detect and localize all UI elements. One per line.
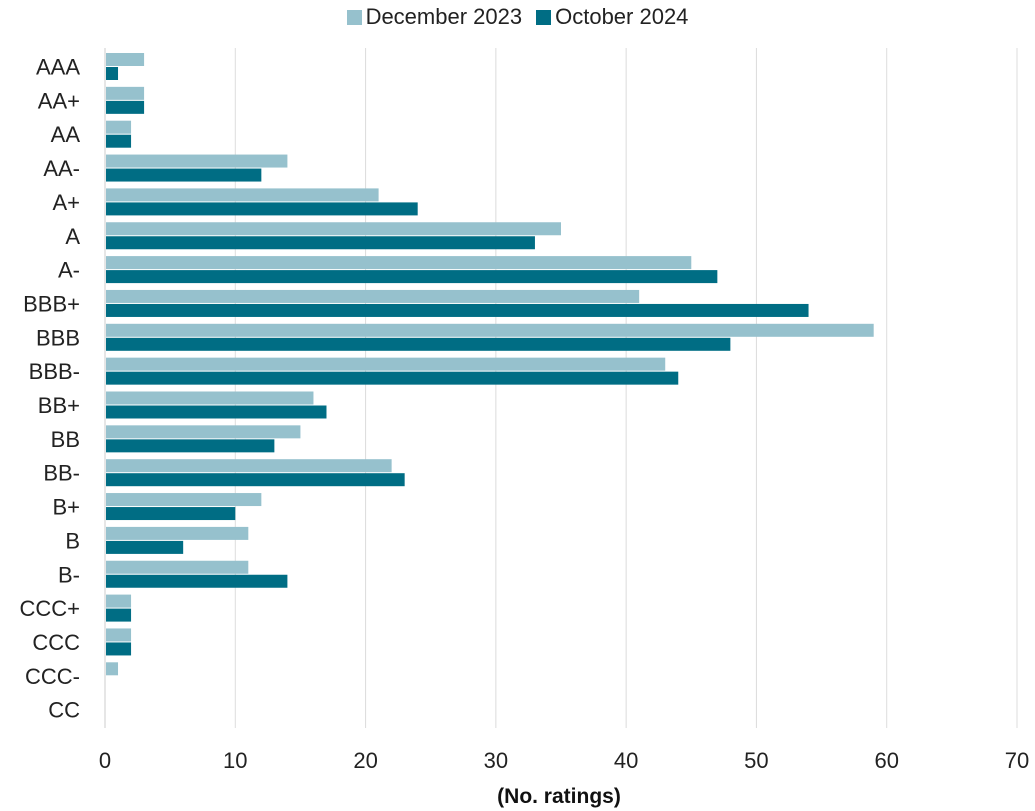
bar-dec-2023 (106, 120, 132, 134)
bar-dec-2023 (106, 662, 119, 676)
y-tick-label: BB (51, 427, 80, 452)
y-tick-label: AA- (43, 156, 80, 181)
x-tick-label: 30 (484, 748, 508, 773)
y-tick-label: A+ (52, 190, 80, 215)
bar-dec-2023 (106, 222, 561, 236)
chart-legend: December 2023 October 2024 (0, 2, 1035, 32)
bar-oct-2024 (106, 270, 718, 284)
gridlines (234, 48, 1018, 728)
y-tick-label: A (65, 224, 80, 249)
bar-oct-2024 (106, 507, 236, 521)
y-tick-label: BBB+ (23, 291, 80, 316)
x-tick-label: 0 (99, 748, 111, 773)
bar-oct-2024 (106, 236, 535, 250)
bar-dec-2023 (106, 86, 145, 100)
bar-oct-2024 (106, 67, 119, 80)
bar-dec-2023 (106, 391, 314, 405)
x-tick-label: 20 (353, 748, 377, 773)
y-tick-label: CCC- (25, 664, 80, 689)
bars (106, 53, 874, 676)
bar-oct-2024 (106, 608, 132, 622)
bar-oct-2024 (106, 473, 405, 487)
bar-dec-2023 (106, 526, 249, 540)
bar-oct-2024 (106, 337, 731, 351)
legend-item-series-2: October 2024 (536, 4, 688, 30)
y-tick-label: B (65, 528, 80, 553)
y-tick-label: AA (51, 122, 81, 147)
bar-dec-2023 (106, 357, 666, 371)
y-tick-label: B- (58, 562, 80, 587)
bar-oct-2024 (106, 134, 132, 148)
y-tick-label: BBB- (29, 359, 80, 384)
legend-swatch-series-2 (536, 9, 552, 25)
x-tick-label: 70 (1005, 748, 1029, 773)
legend-item-series-1: December 2023 (346, 4, 523, 30)
bar-oct-2024 (106, 540, 184, 554)
y-tick-label: BBB (36, 325, 80, 350)
bar-oct-2024 (106, 405, 327, 419)
bar-dec-2023 (106, 594, 132, 608)
bar-oct-2024 (106, 303, 809, 317)
bar-oct-2024 (106, 100, 145, 114)
y-tick-label: BB+ (38, 393, 80, 418)
bar-dec-2023 (106, 425, 301, 439)
bar-oct-2024 (106, 642, 132, 656)
bar-dec-2023 (106, 256, 692, 270)
x-axis-labels: 0 10 20 30 40 50 60 70 (99, 748, 1029, 773)
legend-label-series-1: December 2023 (365, 4, 523, 29)
bar-dec-2023 (106, 188, 379, 202)
bar-dec-2023 (106, 493, 262, 507)
bar-dec-2023 (106, 628, 132, 642)
y-axis-labels: AAAAA+AAAA-A+AA-BBB+BBBBBB-BB+BBBB-B+BB-… (19, 55, 80, 723)
y-tick-label: CCC+ (19, 596, 80, 621)
y-tick-label: CCC (32, 630, 80, 655)
x-tick-label: 40 (614, 748, 638, 773)
bar-dec-2023 (106, 154, 288, 168)
legend-swatch-series-1 (346, 9, 362, 25)
bar-dec-2023 (106, 560, 249, 574)
bar-oct-2024 (106, 439, 275, 453)
bar-oct-2024 (106, 574, 288, 588)
y-tick-label: A- (58, 258, 80, 283)
x-axis-title: (No. ratings) (497, 785, 621, 808)
y-tick-label: CC (48, 698, 80, 723)
x-tick-label: 50 (744, 748, 768, 773)
y-tick-label: BB- (43, 461, 80, 486)
bar-oct-2024 (106, 168, 262, 182)
bar-dec-2023 (106, 323, 874, 337)
x-tick-label: 60 (874, 748, 898, 773)
bar-oct-2024 (106, 202, 418, 216)
bar-dec-2023 (106, 289, 640, 303)
bar-dec-2023 (106, 459, 392, 473)
y-tick-label: B+ (52, 495, 80, 520)
bar-dec-2023 (106, 53, 145, 66)
y-tick-label: AA+ (38, 88, 80, 113)
x-tick-label: 10 (223, 748, 247, 773)
y-tick-label: AAA (36, 55, 80, 80)
legend-label-series-2: October 2024 (555, 4, 689, 29)
bar-oct-2024 (106, 371, 679, 385)
